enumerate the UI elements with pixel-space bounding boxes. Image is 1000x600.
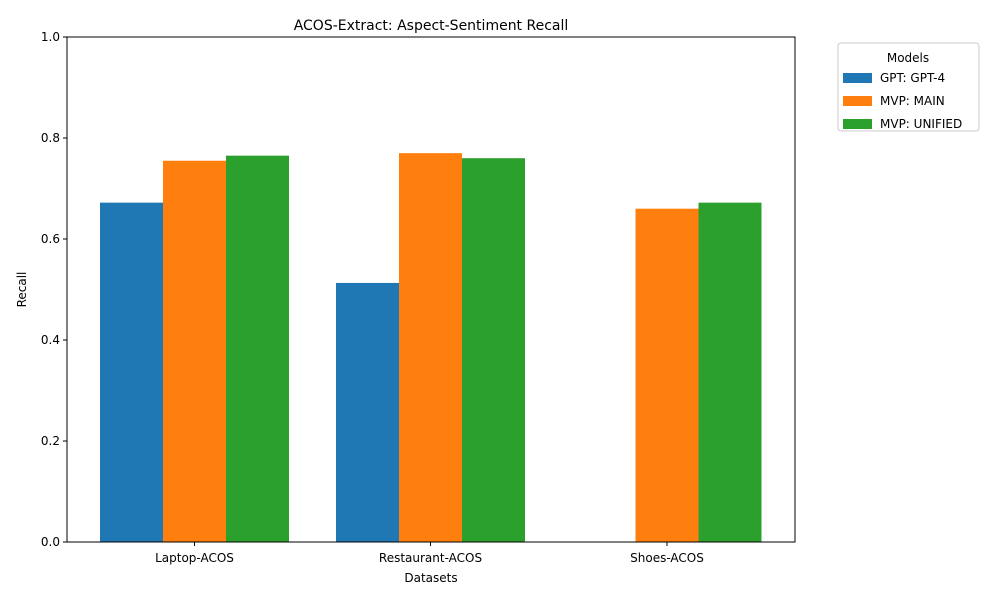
legend-swatch (843, 119, 872, 129)
bars-group (100, 153, 762, 543)
legend-swatch (843, 73, 872, 83)
legend-label: GPT: GPT-4 (880, 71, 945, 85)
x-tick-label: Shoes-ACOS (630, 551, 704, 565)
bar-gpt-gpt-4-laptop-acos (100, 202, 163, 542)
y-tick-label: 0.8 (41, 131, 60, 145)
bar-mvp-main-laptop-acos (163, 160, 226, 542)
bar-mvp-unified-shoes-acos (698, 202, 762, 542)
legend-title: Models (887, 51, 929, 65)
legend-label: MVP: UNIFIED (880, 117, 962, 131)
y-tick-label: 0.6 (41, 232, 60, 246)
legend-frame (837, 42, 980, 132)
legend-swatch (843, 96, 872, 106)
y-axis: 0.0 0.2 0.4 0.6 0.8 1.0 (41, 30, 67, 549)
y-tick-label: 0.0 (41, 535, 60, 549)
chart-title: ACOS-Extract: Aspect-Sentiment Recall (294, 18, 569, 34)
x-tick-label: Restaurant-ACOS (379, 551, 482, 565)
y-tick-label: 1.0 (41, 30, 60, 44)
bar-mvp-unified-restaurant-acos (462, 158, 525, 542)
y-axis-label: Recall (15, 272, 29, 308)
bar-mvp-unified-laptop-acos (226, 155, 289, 543)
legend: Models GPT: GPT-4 MVP: MAIN MVP: UNIFIED (837, 42, 980, 132)
x-axis-label: Datasets (404, 571, 457, 585)
bar-gpt-gpt-4-restaurant-acos (336, 282, 399, 542)
x-axis: Laptop-ACOS Restaurant-ACOS Shoes-ACOS (155, 542, 704, 565)
y-tick-label: 0.4 (41, 333, 60, 347)
y-tick-label: 0.2 (41, 434, 60, 448)
bar-mvp-main-shoes-acos (635, 208, 699, 542)
legend-label: MVP: MAIN (880, 94, 945, 108)
bar-mvp-main-restaurant-acos (399, 153, 462, 542)
x-tick-label: Laptop-ACOS (155, 551, 234, 565)
